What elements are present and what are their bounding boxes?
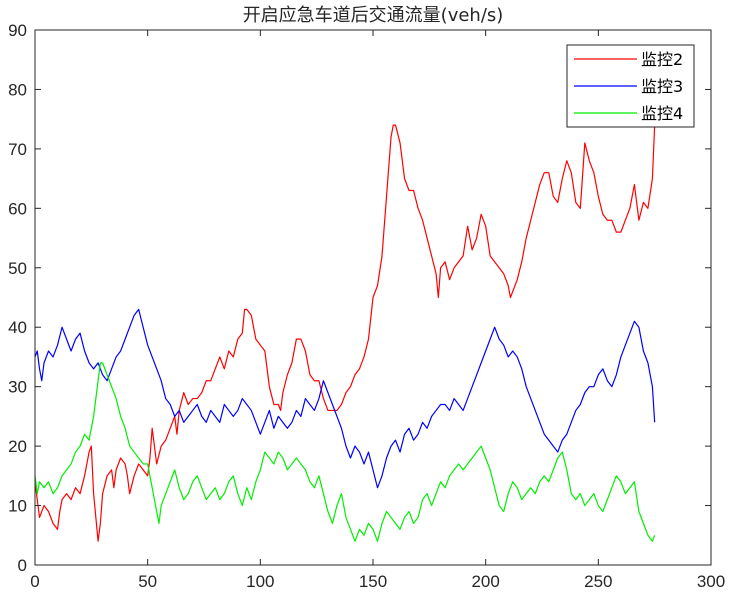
- series-layer: [34, 124, 656, 542]
- x-tick-label: 0: [30, 572, 39, 591]
- y-tick-label: 90: [8, 21, 27, 40]
- y-tick-label: 30: [8, 378, 27, 397]
- legend-label-2: 监控3: [641, 77, 683, 96]
- x-tick-label: 100: [246, 572, 274, 591]
- legend-label-1: 监控2: [641, 50, 683, 69]
- x-tick-label: 150: [359, 572, 387, 591]
- x-tick-label: 200: [471, 572, 499, 591]
- x-tick-label: 50: [138, 572, 157, 591]
- x-tick-label: 250: [584, 572, 612, 591]
- legend-label-3: 监控4: [641, 104, 683, 123]
- x-tick-label: 300: [697, 572, 725, 591]
- y-tick-label: 60: [8, 199, 27, 218]
- y-tick-label: 50: [8, 259, 27, 278]
- y-tick-label: 20: [8, 437, 27, 456]
- y-tick-label: 40: [8, 318, 27, 337]
- series-line-2: [34, 308, 656, 489]
- legend: 监控2 监控3 监控4: [566, 44, 695, 128]
- y-tick-label: 10: [8, 497, 27, 516]
- series-line-1: [34, 124, 656, 542]
- axes-layer: 0 50 100 150 200 250 300 0 10 20 30 40 50 60 70 80 90: [8, 21, 725, 591]
- y-tick-label: 70: [8, 140, 27, 159]
- y-tick-label: 0: [18, 556, 27, 575]
- series-line-3: [34, 362, 656, 542]
- y-tick-label: 80: [8, 80, 27, 99]
- chart-title: 开启应急车道后交通流量(veh/s): [243, 5, 504, 26]
